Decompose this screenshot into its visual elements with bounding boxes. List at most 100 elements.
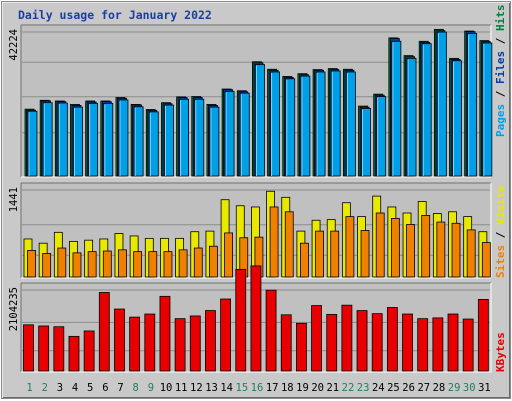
x-label-day-9: 9 bbox=[148, 382, 154, 394]
bar-sites-day-17 bbox=[269, 206, 279, 278]
bar-kbytes-day-8 bbox=[129, 316, 141, 372]
bar-sites-day-21 bbox=[330, 230, 340, 278]
x-label-day-29: 29 bbox=[448, 382, 461, 394]
bar-pages-day-26 bbox=[406, 57, 417, 177]
bar-pages-day-22 bbox=[345, 71, 356, 177]
bar-kbytes-day-28 bbox=[432, 317, 444, 372]
x-label-day-3: 3 bbox=[57, 382, 63, 394]
right-label-part: KBytes bbox=[494, 332, 507, 372]
x-label-day-14: 14 bbox=[220, 382, 233, 394]
bar-pages-day-11 bbox=[179, 98, 190, 177]
bar-pages-day-19 bbox=[300, 75, 311, 177]
x-label-day-15: 15 bbox=[236, 382, 249, 394]
x-label-day-13: 13 bbox=[205, 382, 218, 394]
bar-kbytes-day-13 bbox=[205, 310, 216, 372]
bar-sites-day-9 bbox=[148, 251, 158, 278]
bar-pages-day-12 bbox=[194, 98, 205, 177]
x-label-day-1: 1 bbox=[26, 382, 32, 394]
x-label-day-30: 30 bbox=[463, 382, 476, 394]
bar-sites-day-30 bbox=[466, 229, 476, 278]
bar-pages-day-5 bbox=[88, 102, 99, 177]
bar-pages-day-4 bbox=[73, 106, 83, 177]
bar-kbytes-day-15 bbox=[235, 268, 247, 372]
right-label-part: / bbox=[494, 31, 507, 51]
x-label-day-25: 25 bbox=[387, 382, 400, 394]
bar-pages-day-7 bbox=[118, 99, 129, 177]
x-label-day-4: 4 bbox=[72, 382, 78, 394]
bar-pages-day-2 bbox=[42, 102, 53, 177]
bar-kbytes-day-21 bbox=[326, 314, 338, 372]
usage-chart: Daily usage for January 2022 42224144121… bbox=[8, 5, 507, 395]
x-label-day-26: 26 bbox=[402, 382, 415, 394]
bar-pages-day-27 bbox=[421, 43, 432, 177]
bar-kbytes-day-6 bbox=[98, 292, 110, 372]
bar-sites-day-7 bbox=[118, 249, 127, 278]
bar-kbytes-day-12 bbox=[189, 315, 201, 372]
bar-sites-day-24 bbox=[375, 212, 385, 278]
bar-kbytes-day-31 bbox=[477, 299, 489, 372]
bar-sites-day-6 bbox=[102, 250, 112, 278]
x-label-day-12: 12 bbox=[190, 382, 203, 394]
bar-sites-day-31 bbox=[481, 242, 491, 278]
bar-pages-day-20 bbox=[315, 71, 326, 177]
bar-sites-day-12 bbox=[193, 247, 203, 278]
bar-kbytes-day-2 bbox=[38, 325, 50, 372]
bar-sites-day-28 bbox=[436, 221, 446, 278]
right-label-part: Sites bbox=[494, 245, 507, 278]
bar-sites-day-22 bbox=[345, 216, 355, 278]
right-label-part: Visits bbox=[494, 185, 507, 225]
bar-sites-day-10 bbox=[163, 251, 173, 278]
x-label-day-22: 22 bbox=[342, 382, 355, 394]
panel-visits-sites: 1441 bbox=[8, 182, 492, 279]
bar-kbytes-day-22 bbox=[341, 304, 353, 372]
x-label-day-27: 27 bbox=[417, 382, 430, 394]
x-label-day-7: 7 bbox=[117, 382, 123, 394]
bar-pages-day-9 bbox=[148, 111, 159, 177]
bar-kbytes-day-19 bbox=[296, 322, 307, 372]
bar-pages-day-25 bbox=[391, 40, 402, 177]
bar-pages-day-28 bbox=[436, 31, 447, 177]
x-label-day-2: 2 bbox=[42, 382, 48, 394]
bar-sites-day-3 bbox=[57, 247, 67, 278]
bar-pages-day-8 bbox=[133, 106, 144, 177]
x-label-day-5: 5 bbox=[87, 382, 93, 394]
y-max-tick-label: 1441 bbox=[8, 187, 20, 212]
bar-pages-day-1 bbox=[27, 110, 38, 177]
x-label-day-6: 6 bbox=[102, 382, 108, 394]
bar-sites-day-5 bbox=[87, 251, 97, 278]
bar-kbytes-day-26 bbox=[402, 313, 413, 372]
bar-kbytes-day-16 bbox=[250, 265, 262, 372]
right-label-middle: Sites / Visits bbox=[494, 185, 507, 278]
bar-kbytes-day-20 bbox=[311, 305, 322, 372]
x-axis-labels: 1 2 3 4 5 6 7 8 9 10 11 12 13 14 15 16 17 18 19 20 21 22 23 24 2… bbox=[26, 382, 490, 394]
bar-kbytes-day-4 bbox=[68, 335, 80, 372]
bar-pages-day-17 bbox=[270, 71, 280, 177]
bar-pages-day-3 bbox=[57, 102, 68, 177]
bar-pages-day-24 bbox=[376, 96, 387, 177]
bar-sites-day-8 bbox=[133, 251, 143, 278]
y-max-tick-label: 42224 bbox=[8, 29, 20, 61]
bar-kbytes-day-7 bbox=[114, 308, 125, 372]
bar-pages-day-30 bbox=[467, 33, 478, 177]
bar-sites-day-13 bbox=[209, 245, 218, 278]
bar-pages-day-14 bbox=[224, 91, 235, 177]
x-label-day-18: 18 bbox=[281, 382, 294, 394]
right-series-labels: Pages / Files / Hits Sites / Visits KBytes bbox=[494, 5, 507, 373]
bar-sites-day-19 bbox=[300, 242, 309, 278]
y-max-tick-label: 2104235 bbox=[8, 287, 20, 331]
bar-sites-day-25 bbox=[390, 218, 400, 278]
bar-pages-day-13 bbox=[209, 106, 220, 177]
chart-title: Daily usage for January 2022 bbox=[18, 8, 212, 22]
x-label-day-24: 24 bbox=[372, 382, 385, 394]
x-label-day-8: 8 bbox=[133, 382, 139, 394]
bar-kbytes-day-11 bbox=[174, 318, 186, 372]
x-label-day-16: 16 bbox=[251, 382, 264, 394]
right-label-part: Pages bbox=[494, 104, 507, 137]
right-label-part: Hits bbox=[494, 5, 507, 32]
bar-kbytes-day-10 bbox=[159, 295, 171, 372]
x-label-day-10: 10 bbox=[160, 382, 173, 394]
bar-pages-day-16 bbox=[255, 64, 265, 177]
bar-sites-day-18 bbox=[284, 211, 294, 278]
bar-kbytes-day-14 bbox=[220, 298, 231, 372]
